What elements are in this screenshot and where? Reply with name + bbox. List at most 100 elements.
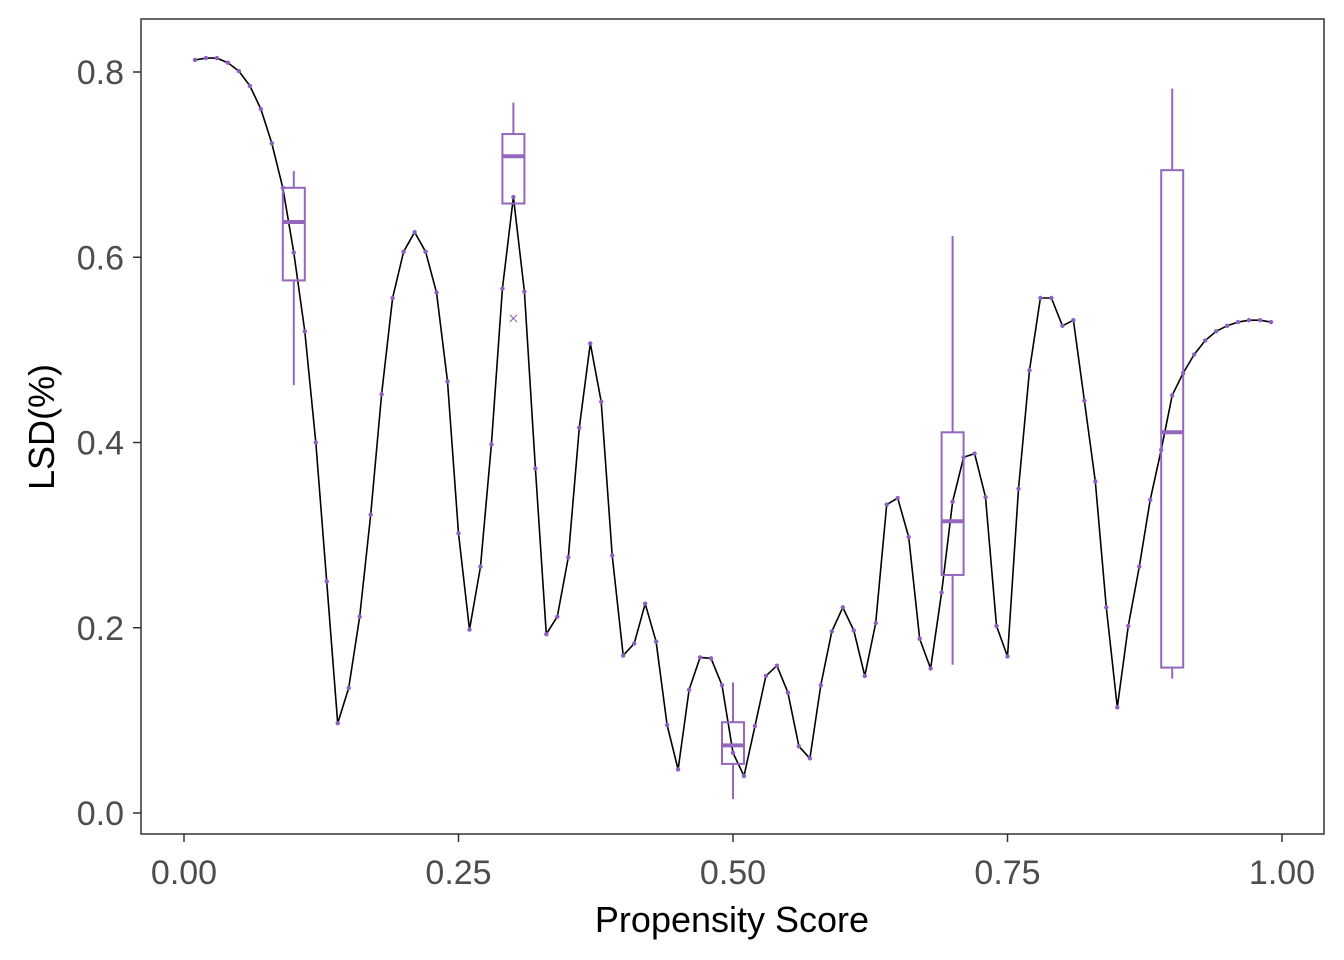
boxplot-outlier <box>509 314 518 323</box>
boxplot <box>501 102 526 323</box>
data-point <box>324 579 329 584</box>
data-point <box>412 230 417 235</box>
data-point <box>631 641 637 646</box>
data-point <box>697 655 703 660</box>
data-point <box>1170 393 1175 398</box>
data-point <box>1257 318 1263 323</box>
x-tick-label: 0.25 <box>425 854 491 892</box>
data-point <box>840 605 845 610</box>
data-point <box>599 399 604 404</box>
boxplot <box>1160 88 1185 679</box>
data-point <box>719 682 725 688</box>
data-point <box>247 83 253 89</box>
data-point <box>225 60 231 65</box>
data-point <box>1016 486 1021 492</box>
data-point <box>1202 338 1208 343</box>
data-point <box>994 623 999 629</box>
data-point <box>906 534 911 540</box>
data-point <box>642 601 648 606</box>
data-point <box>390 295 395 301</box>
data-point <box>851 628 856 633</box>
x-axis: 0.00 0.25 0.50 0.75 1.00 <box>151 834 1315 892</box>
data-point <box>653 639 659 644</box>
boxplot <box>940 235 965 665</box>
data-point <box>1005 654 1010 659</box>
data-point <box>258 106 264 112</box>
data-point <box>1191 352 1197 357</box>
x-tick-label: 0.00 <box>151 854 217 892</box>
data-point <box>192 57 198 63</box>
data-point <box>357 614 362 619</box>
data-point <box>708 656 714 661</box>
data-point <box>1071 318 1076 323</box>
data-point <box>972 451 977 456</box>
data-point <box>379 392 384 397</box>
data-point <box>489 442 494 447</box>
x-axis-title: Propensity Score <box>595 899 869 940</box>
data-point <box>566 555 571 560</box>
data-point <box>555 614 560 619</box>
data-point <box>313 440 318 445</box>
data-point <box>1104 605 1109 610</box>
data-point <box>1126 623 1131 629</box>
data-point <box>511 194 516 200</box>
data-point <box>1148 497 1153 503</box>
boxplot-box <box>501 133 526 205</box>
data-point <box>544 632 549 637</box>
data-point <box>1224 323 1230 328</box>
data-point <box>346 685 351 691</box>
data-point <box>577 425 582 430</box>
boxplot-box <box>281 186 306 282</box>
y-tick-label: 0.0 <box>77 795 124 833</box>
data-point <box>456 531 461 536</box>
y-axis: 0.0 0.2 0.4 0.6 0.8 <box>77 54 141 833</box>
boxplot-box <box>1160 169 1185 669</box>
data-point <box>445 379 450 384</box>
data-point <box>895 495 900 501</box>
x-tick-label: 1.00 <box>1249 854 1315 892</box>
boxplot <box>721 682 745 800</box>
data-point <box>291 250 296 255</box>
data-point <box>610 553 615 558</box>
data-point <box>1049 295 1054 301</box>
y-tick-label: 0.8 <box>77 54 124 92</box>
boxplot-box <box>721 721 745 765</box>
data-point <box>1060 323 1065 328</box>
data-point <box>500 286 505 291</box>
data-point <box>785 690 791 695</box>
data-point <box>203 55 209 61</box>
data-point <box>522 289 527 294</box>
boxplot <box>281 171 306 386</box>
data-point <box>675 767 681 772</box>
data-point <box>752 723 758 729</box>
data-point <box>1093 479 1098 484</box>
data-point <box>1115 705 1120 710</box>
data-point <box>829 629 835 634</box>
data-point <box>434 290 439 295</box>
data-point <box>1137 564 1142 569</box>
y-tick-label: 0.4 <box>77 425 124 463</box>
data-point <box>533 466 538 471</box>
x-tick-label: 0.75 <box>974 854 1040 892</box>
data-point <box>983 494 988 500</box>
data-point <box>478 564 483 569</box>
outlier-stroke <box>509 314 518 323</box>
data-point <box>818 682 824 688</box>
data-point <box>1213 329 1219 334</box>
data-point <box>467 627 472 632</box>
data-point <box>862 673 867 679</box>
y-tick-label: 0.6 <box>77 239 124 277</box>
y-axis-title: LSD(%) <box>21 364 62 490</box>
data-point <box>730 750 736 755</box>
data-point <box>796 744 802 749</box>
data-point <box>423 249 428 254</box>
data-point <box>664 722 670 728</box>
x-tick-label: 0.50 <box>700 854 766 892</box>
data-point <box>302 329 307 334</box>
data-point <box>928 666 933 671</box>
y-tick-label: 0.2 <box>77 610 124 648</box>
plot-area <box>192 55 1274 800</box>
data-point <box>950 499 955 504</box>
